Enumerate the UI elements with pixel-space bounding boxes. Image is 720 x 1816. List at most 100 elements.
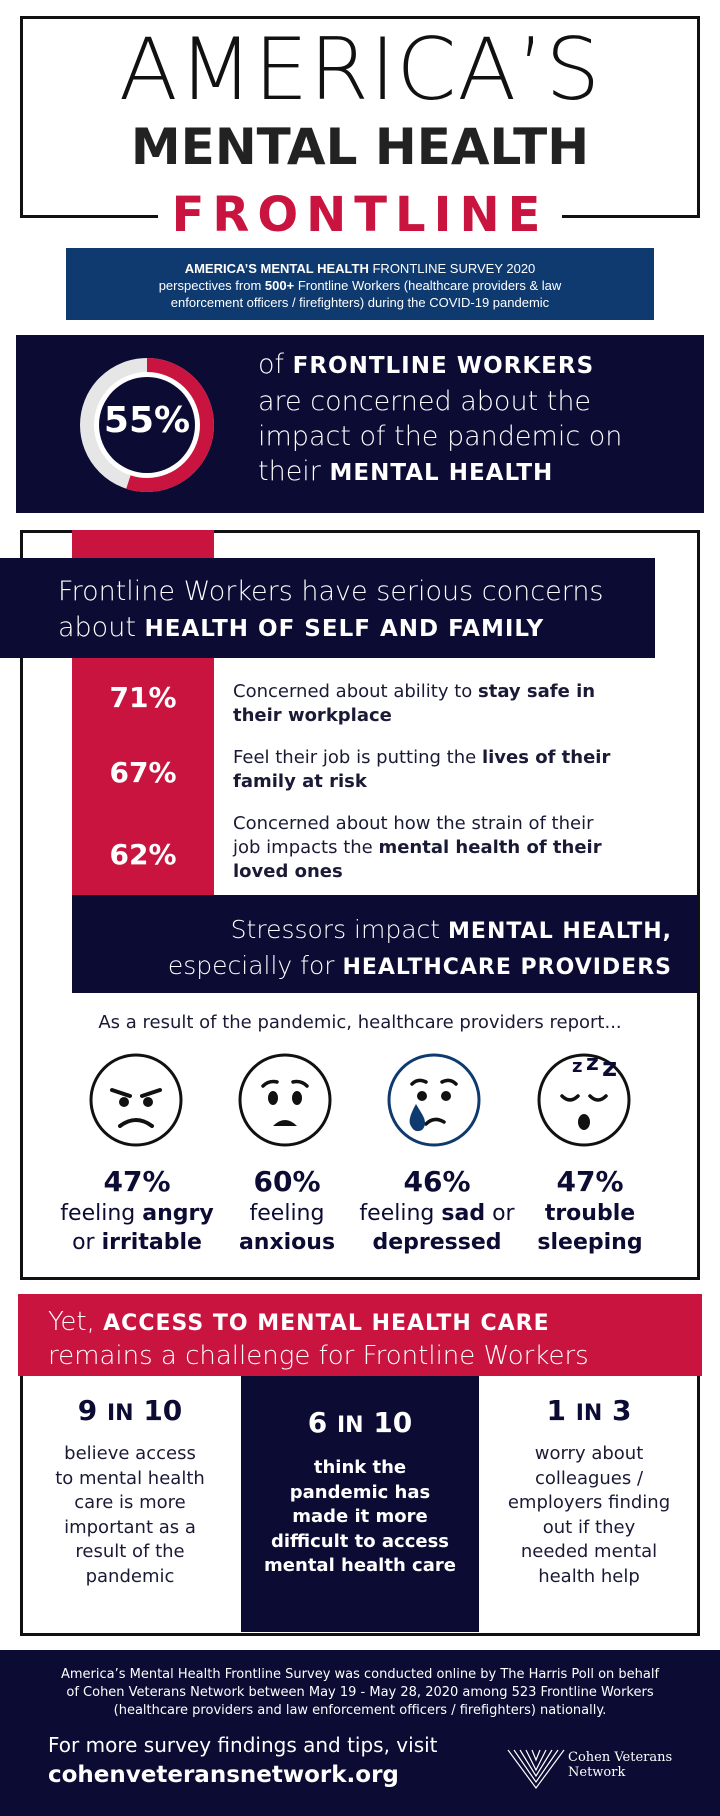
survey-line2-post: Frontline Workers (healthcare providers … [294,278,562,293]
sleeping-face-icon: z z z [537,1052,631,1147]
svg-text:z: z [586,1052,599,1076]
access-1-line: important as a [64,1516,196,1538]
concerns-banner-l2-bold: HEALTH OF SELF AND FAMILY [144,616,545,642]
sad-l1-post: or [485,1201,515,1226]
stressor-pct-sleeping: 47% [556,1165,624,1198]
concern-2-l1-pre: Feel their job is putting the [233,747,482,768]
access-3-line: employers finding [507,1492,671,1513]
angry-l1-pre: feeling [60,1201,143,1226]
cohen-veterans-network-logo-icon [507,1749,565,1790]
access-2-in: IN [336,1413,364,1438]
concern-1-l1-pre: Concerned about ability to [233,681,479,702]
access-stat-2: 6 IN 10 [241,1406,479,1439]
access-stat-3: 1 IN 3 [496,1394,682,1427]
donut-chart [80,358,214,492]
concern-3-l2-pre: job impacts the [233,837,379,858]
donut-arc [80,358,214,492]
access-2-den: 10 [373,1406,413,1439]
access-2-line: mental health care [264,1555,456,1576]
access-2-num: 6 [307,1406,328,1439]
access-frame [20,1376,700,1636]
title-americas: AMERICA’S [118,20,602,120]
concerns-banner-l1: Frontline Workers have serious concerns [58,576,604,607]
sad-face-icon [387,1053,481,1147]
stat-l4-pre: their [258,456,330,487]
sleeping-l2-bold: sleeping [537,1230,643,1255]
access-text-3: worry about colleagues / employers findi… [492,1442,686,1589]
survey-line2-pre: perspectives from [158,278,265,293]
stressor-caption-angry: feeling angry or irritable [52,1199,222,1257]
access-1-line: care is more [74,1492,186,1513]
access-stat-1: 9 IN 10 [40,1394,220,1427]
stat-l4-bold: MENTAL HEALTH [329,460,554,486]
concern-2-l1-bold: lives of their [481,747,611,768]
access-1-line: pandemic [85,1565,175,1587]
stressor-caption-anxious: feeling anxious [202,1199,372,1257]
access-3-num: 1 [546,1394,566,1427]
concerns-banner: Frontline Workers have serious concerns … [0,558,655,658]
access-1-line: to mental health [55,1467,205,1489]
stat-l2: are concerned about the [258,386,592,417]
access-1-line: believe access [64,1443,196,1464]
title-mental-health: MENTAL HEALTH [130,118,590,176]
sad-l1-pre: feeling [359,1201,442,1226]
concern-3-l2-bold: mental health of their [378,837,602,858]
angry-face-icon [89,1053,183,1147]
angry-l2-pre: or [72,1230,102,1255]
access-2-line: difficult to access [270,1530,449,1552]
sad-l2-bold: depressed [372,1230,502,1255]
concern-pct-1: 71% [109,681,177,714]
survey-line3: enforcement officers / firefighters) dur… [170,295,550,310]
anxious-l2-bold: anxious [238,1230,336,1255]
stressors-intro: As a result of the pandemic, healthcare … [98,1012,622,1033]
stat-l1-pre: of [258,349,293,380]
access-3-line: worry about [534,1443,644,1464]
survey-line2-bold: 500+ [264,278,295,293]
concern-pct-2: 67% [109,756,177,789]
stressors-banner: Stressors impact MENTAL HEALTH, especial… [72,895,698,993]
angry-l1-bold: angry [142,1201,214,1226]
access-l1-bold: ACCESS TO MENTAL HEALTH CARE [103,1311,550,1336]
concerns-frame [20,530,700,1280]
stat-l1-bold: FRONTLINE WORKERS [292,353,595,379]
svg-text:z: z [572,1056,582,1077]
access-1-line: result of the [75,1541,185,1562]
cohen-veterans-network-name: Cohen Veterans Network [568,1750,672,1780]
footer-note-l3: (healthcare providers and law enforcemen… [113,1703,607,1718]
footer-note-l1: America’s Mental Health Frontline Survey… [60,1667,660,1682]
stressors-l2-pre: especially for [167,951,343,980]
title-frontline: FRONTLINE [158,184,562,246]
access-2-line: pandemic has [289,1481,431,1503]
access-text-2: think the pandemic has made it more diff… [241,1456,479,1579]
access-banner: Yet, ACCESS TO MENTAL HEALTH CARE remain… [18,1294,702,1376]
stressors-l1-pre: Stressors impact [230,915,449,944]
survey-name-rest: FRONTLINE SURVEY 2020 [372,261,536,276]
sleeping-l1-bold: trouble [544,1201,636,1226]
access-text-1: believe access to mental health care is … [40,1442,220,1589]
stressor-caption-sad: feeling sad or depressed [352,1199,522,1257]
anxious-face-icon [238,1053,332,1147]
concern-1-l1-bold: stay safe in [478,681,596,702]
access-l2: remains a challenge for Frontline Worker… [48,1341,589,1371]
angry-l2-bold: irritable [101,1230,202,1255]
access-3-in: IN [575,1401,603,1426]
access-3-line: health help [538,1565,640,1587]
footer-cta: For more survey findings and tips, visit [48,1733,438,1757]
stressor-pct-anxious: 60% [253,1165,321,1198]
access-l1-pre: Yet, [48,1307,104,1337]
access-3-line: out if they [542,1516,636,1538]
stressor-pct-sad: 46% [403,1165,471,1198]
headline-stat-value: 55% [103,400,191,441]
stressor-pct-angry: 47% [103,1165,171,1198]
concern-text-2: Feel their job is putting the lives of t… [233,746,653,794]
logo-name-l1: Cohen Veterans [568,1750,673,1765]
footer-url-link[interactable]: cohenveteransnetwork.org [48,1762,399,1788]
stressors-l1-bold: MENTAL HEALTH, [448,919,672,944]
access-1-in: IN [106,1401,134,1426]
sad-l1-bold: sad [441,1201,486,1226]
access-1-den: 10 [143,1394,183,1427]
anxious-l1: feeling [249,1201,325,1226]
survey-banner: AMERICA’S MENTAL HEALTH FRONTLINE SURVEY… [66,248,654,320]
concern-pct-3: 62% [109,838,177,871]
stressors-l2-bold: HEALTHCARE PROVIDERS [342,955,672,980]
